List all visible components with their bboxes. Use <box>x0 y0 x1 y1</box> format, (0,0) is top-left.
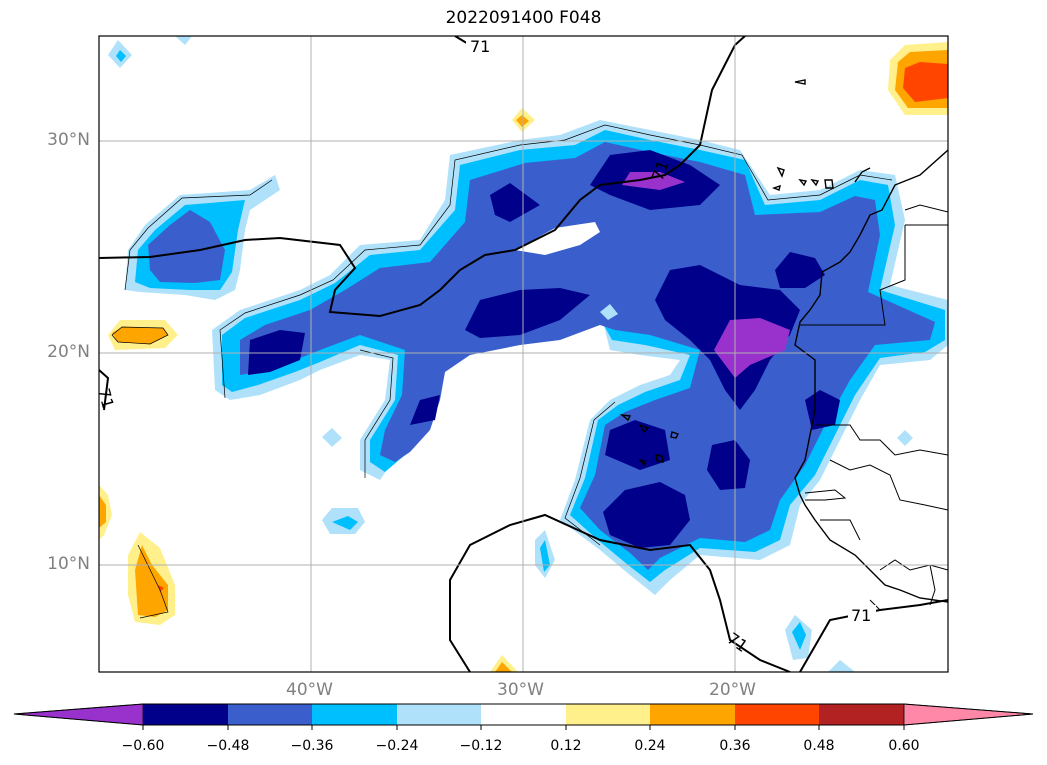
contour-fill-light-blue <box>175 36 192 45</box>
colorbar-cell <box>312 704 397 725</box>
colorbar-tick-label: −0.48 <box>206 738 250 754</box>
contour-fill-navy <box>490 183 540 222</box>
contour-fill-navy <box>605 420 670 470</box>
contour-fill-red-orange <box>903 62 948 102</box>
contour-fill-sky-blue <box>792 622 806 650</box>
contour-fill-royal-blue <box>240 142 935 570</box>
colorbar-tick-label: 0.60 <box>888 738 920 754</box>
colorbar-extend-high <box>903 703 1034 726</box>
contour-fill-light-blue <box>828 660 855 672</box>
contour-fill-navy <box>410 395 440 425</box>
colorbar-tick-label: 0.36 <box>719 738 751 754</box>
contour-fill-navy <box>805 390 840 430</box>
contour-fill-navy <box>603 482 690 548</box>
colorbar-tick-label: −0.12 <box>459 738 503 754</box>
colorbar-tick-label: 0.48 <box>803 738 835 754</box>
colorbar-cell <box>481 704 566 725</box>
plot-frame <box>98 35 949 673</box>
contour-fill-purple <box>622 172 685 190</box>
contour-fill-light-blue <box>600 304 618 320</box>
colorbar-tick-label: −0.24 <box>375 738 419 754</box>
colorbar <box>13 703 1034 730</box>
colorbar-cell <box>735 704 819 725</box>
colorbar-extend-low <box>13 703 144 726</box>
colorbar-tick-label: 0.24 <box>634 738 666 754</box>
contour-fill-navy <box>465 288 590 338</box>
contour-fill-sky-blue <box>540 540 550 572</box>
map-title: 2022091400 F048 <box>445 8 602 28</box>
contour-fill-navy <box>707 440 750 490</box>
contour-lines-thin <box>111 124 893 619</box>
contour-fill-navy <box>775 252 825 288</box>
contour-label: 71 <box>470 37 490 56</box>
lon-label-30w: 30°W <box>497 680 544 700</box>
contour-fill-royal-blue <box>148 210 225 283</box>
colorbar-cell <box>397 704 481 725</box>
colorbar-tick-label: −0.60 <box>121 738 165 754</box>
colorbar-cell <box>819 704 904 725</box>
colorbar-cell <box>650 704 735 725</box>
contour-fill-sky-blue <box>332 516 358 530</box>
contour-fill-orange <box>99 495 106 528</box>
contour-fill-orange <box>495 662 512 672</box>
colorbar-cell <box>143 704 228 725</box>
contour-fill-orange <box>135 545 168 617</box>
lat-label-30n: 30°N <box>47 130 90 150</box>
country-borders <box>800 204 948 611</box>
gridlines <box>99 36 948 672</box>
lon-label-40w: 40°W <box>286 680 333 700</box>
contour-label: 71 <box>94 386 118 411</box>
colorbar-cell <box>566 704 650 725</box>
coastlines <box>619 79 948 603</box>
contour-label: 71 <box>851 606 871 625</box>
contour-fill-white <box>515 222 600 255</box>
contour-fill-yellow <box>490 655 518 672</box>
contour-fill-light-blue <box>897 430 913 446</box>
contour-fill-orange <box>112 327 168 344</box>
contour-fill-purple <box>714 318 790 378</box>
anomaly-field <box>99 36 948 672</box>
colorbar-cell <box>228 704 312 725</box>
contour-fill-red-orange <box>158 585 164 592</box>
lon-label-20w: 20°W <box>709 680 756 700</box>
lat-label-10n: 10°N <box>47 554 90 574</box>
contour-fill-sky-blue <box>116 50 126 62</box>
colorbar-tick-label: −0.36 <box>290 738 334 754</box>
contour-fill-light-blue <box>322 428 342 447</box>
lat-label-20n: 20°N <box>47 342 90 362</box>
colorbar-tick-label: 0.12 <box>550 738 582 754</box>
